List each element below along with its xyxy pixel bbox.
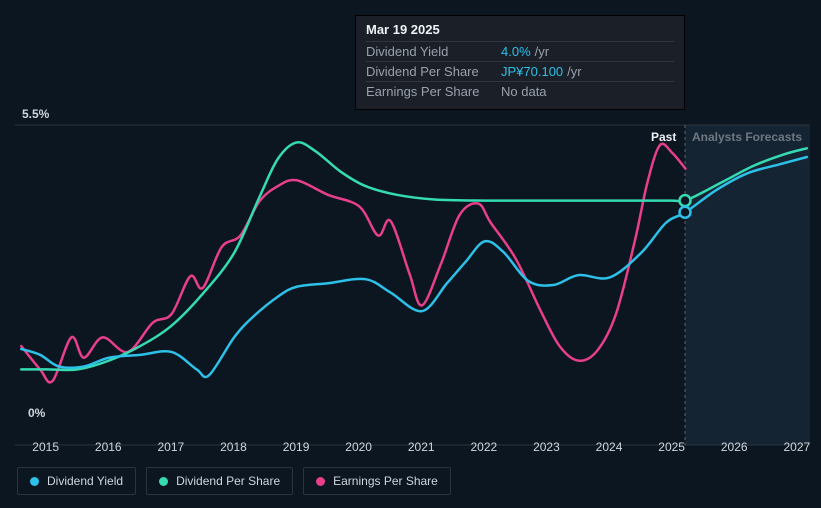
past-label: Past [651,130,676,144]
legend-item[interactable]: Earnings Per Share [303,467,451,495]
tooltip-row-label: Dividend Yield [366,44,501,59]
forecast-label: Analysts Forecasts [692,130,802,144]
x-tick-label: 2024 [596,440,623,454]
dividend-chart-container: { "chart": { "type": "line", "width": 82… [0,0,821,508]
tooltip-row-value: 4.0%/yr [501,44,549,59]
tooltip-rows: Dividend Yield4.0%/yrDividend Per ShareJ… [366,41,674,101]
x-tick-label: 2018 [220,440,247,454]
tooltip-row-label: Earnings Per Share [366,84,501,99]
tooltip-row-nodata: No data [501,84,547,99]
legend-swatch [30,477,39,486]
legend-swatch [159,477,168,486]
legend-swatch [316,477,325,486]
x-tick-label: 2023 [533,440,560,454]
x-tick-label: 2019 [283,440,310,454]
tooltip-row: Dividend Yield4.0%/yr [366,41,674,61]
tooltip-date: Mar 19 2025 [366,22,674,37]
x-tick-label: 2020 [345,440,372,454]
tooltip-row: Earnings Per ShareNo data [366,81,674,101]
x-tick-label: 2022 [470,440,497,454]
x-tick-label: 2026 [721,440,748,454]
chart-tooltip: Mar 19 2025 Dividend Yield4.0%/yrDividen… [355,15,685,110]
legend-item[interactable]: Dividend Yield [17,467,136,495]
chart-legend: Dividend Yield Dividend Per Share Earnings… [17,467,451,495]
legend-label: Dividend Yield [47,474,123,488]
legend-item[interactable]: Dividend Per Share [146,467,293,495]
tooltip-row: Dividend Per ShareJP¥70.100/yr [366,61,674,81]
legend-label: Earnings Per Share [333,474,438,488]
legend-label: Dividend Per Share [176,474,280,488]
y-tick-label: 5.5% [22,107,49,121]
x-tick-label: 2015 [32,440,59,454]
x-tick-label: 2016 [95,440,122,454]
tooltip-row-value: JP¥70.100/yr [501,64,582,79]
tooltip-row-label: Dividend Per Share [366,64,501,79]
x-tick-label: 2017 [157,440,184,454]
x-tick-label: 2025 [658,440,685,454]
y-tick-label: 0% [28,406,45,420]
x-tick-label: 2021 [408,440,435,454]
x-tick-label: 2027 [783,440,810,454]
